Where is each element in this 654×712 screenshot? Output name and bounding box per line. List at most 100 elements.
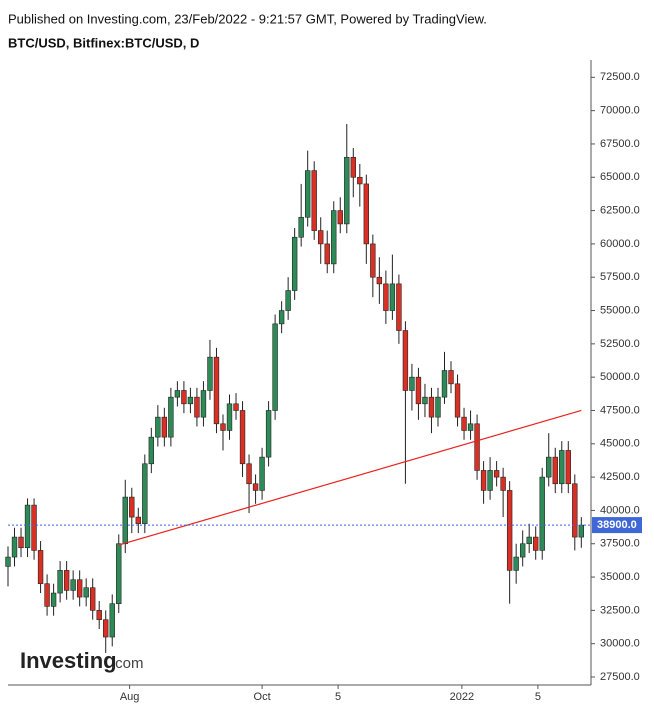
candle-body xyxy=(213,356,220,425)
candle-body xyxy=(90,587,96,611)
candle-body xyxy=(578,524,585,538)
candle-body xyxy=(350,156,356,178)
y-tick-label: 45000.0 xyxy=(600,438,640,450)
candle-body xyxy=(298,216,304,238)
candle-body xyxy=(76,579,83,598)
y-tick-label: 60000.0 xyxy=(600,238,640,250)
candle-body xyxy=(559,450,565,485)
logo: Investing xyxy=(20,648,117,673)
candle-body xyxy=(161,416,168,438)
candle-body xyxy=(565,450,571,485)
candle-body xyxy=(122,496,128,545)
candle-body xyxy=(50,592,57,607)
y-tick-label: 35000.0 xyxy=(600,571,640,583)
candle-body xyxy=(233,403,239,411)
x-tick-label: 5 xyxy=(535,691,541,703)
candle-body xyxy=(311,170,317,231)
candle-body xyxy=(142,463,148,525)
candle-body xyxy=(513,556,519,571)
candle-body xyxy=(278,310,285,325)
candle-body xyxy=(200,390,207,418)
last-price-box xyxy=(592,517,642,534)
candle-body xyxy=(363,183,370,245)
y-tick-label: 57500.0 xyxy=(600,271,640,283)
candle-body xyxy=(168,396,174,438)
candle-body xyxy=(409,376,415,391)
candle-body xyxy=(63,570,70,591)
candle-body xyxy=(552,456,558,485)
candle-body xyxy=(454,383,461,418)
candle-body xyxy=(533,536,539,551)
candle-body xyxy=(37,550,44,585)
candle-body xyxy=(116,543,122,605)
candle-body xyxy=(109,603,115,638)
candle-body xyxy=(344,156,350,225)
candle-body xyxy=(291,236,298,291)
candle-body xyxy=(324,243,330,265)
candle-body xyxy=(5,556,11,567)
candle-body xyxy=(226,403,233,431)
candle-body xyxy=(435,396,441,418)
candle-body xyxy=(448,370,454,385)
candle-body xyxy=(96,610,102,621)
candle-body xyxy=(70,579,76,591)
candle-body xyxy=(83,587,89,598)
candle-body xyxy=(318,230,324,245)
y-tick-label: 55000.0 xyxy=(600,304,640,316)
candle-body xyxy=(539,476,545,551)
candle-body xyxy=(220,423,226,431)
candle-body xyxy=(194,396,200,418)
candle-body xyxy=(103,619,109,638)
candle-body xyxy=(500,476,506,491)
y-tick-label: 30000.0 xyxy=(600,638,640,650)
candle-body xyxy=(546,456,552,478)
last-price-label: 38900.0 xyxy=(597,519,637,531)
y-tick-label: 32500.0 xyxy=(600,604,640,616)
candle-body xyxy=(474,423,480,471)
candle-body xyxy=(187,396,194,405)
y-tick-label: 52500.0 xyxy=(600,338,640,350)
candle-body xyxy=(252,483,259,491)
candle-body xyxy=(18,536,24,549)
candle-body xyxy=(389,283,396,311)
candle-body xyxy=(428,396,435,418)
candle-body xyxy=(265,410,272,458)
candle-body xyxy=(239,410,246,465)
y-tick-label: 50000.0 xyxy=(600,371,640,383)
logo-suffix: .com xyxy=(111,655,144,672)
trend-line xyxy=(118,409,582,546)
candle-body xyxy=(148,436,155,465)
y-tick-label: 72500.0 xyxy=(600,71,640,83)
candle-body xyxy=(376,276,383,285)
candle-body xyxy=(44,583,50,607)
candle-body xyxy=(506,490,513,571)
candle-body xyxy=(11,536,18,558)
candle-body xyxy=(383,283,389,311)
y-tick-label: 67500.0 xyxy=(600,138,640,150)
candle-body xyxy=(272,323,278,411)
published-note: Published on Investing.com, 23/Feb/2022 … xyxy=(8,11,487,26)
y-tick-label: 70000.0 xyxy=(600,105,640,117)
candle-body xyxy=(174,390,181,398)
x-tick-label: Oct xyxy=(254,691,271,703)
candle-body xyxy=(24,504,31,549)
candle-body xyxy=(331,210,337,265)
candle-body xyxy=(259,456,265,491)
candle-body xyxy=(357,176,363,185)
candle-body xyxy=(129,496,135,518)
candle-body xyxy=(57,570,63,594)
y-tick-label: 27500.0 xyxy=(600,671,640,683)
y-tick-label: 62500.0 xyxy=(600,204,640,216)
candle-body xyxy=(155,416,161,438)
candle-body xyxy=(285,290,291,311)
y-tick-label: 42500.0 xyxy=(600,471,640,483)
candle-body xyxy=(480,470,487,491)
candle-body xyxy=(526,536,532,545)
x-tick-label: 2022 xyxy=(450,691,474,703)
candle-body xyxy=(519,543,526,558)
candle-body xyxy=(304,170,311,218)
candle-body xyxy=(402,330,409,391)
candle-body xyxy=(396,283,402,331)
